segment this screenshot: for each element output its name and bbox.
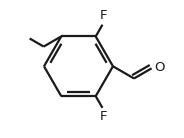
- Text: F: F: [99, 110, 107, 123]
- Text: F: F: [99, 9, 107, 22]
- Text: O: O: [155, 61, 165, 74]
